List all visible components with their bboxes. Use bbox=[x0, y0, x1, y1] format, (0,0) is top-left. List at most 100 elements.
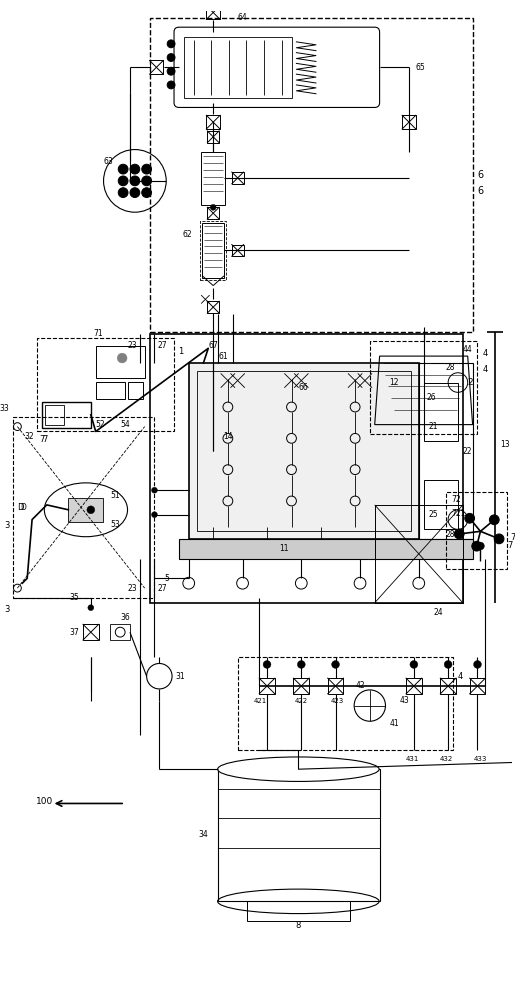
Text: 63: 63 bbox=[104, 157, 113, 166]
Circle shape bbox=[167, 54, 175, 61]
Circle shape bbox=[476, 542, 484, 550]
Text: 27: 27 bbox=[158, 584, 167, 593]
Bar bbox=[184, 37, 291, 98]
Text: 66: 66 bbox=[298, 383, 308, 392]
Circle shape bbox=[465, 513, 474, 523]
Circle shape bbox=[130, 188, 140, 198]
Circle shape bbox=[88, 605, 94, 611]
Text: 62: 62 bbox=[182, 230, 192, 239]
Circle shape bbox=[167, 81, 175, 89]
Text: 61: 61 bbox=[218, 352, 228, 361]
Circle shape bbox=[142, 164, 151, 174]
Bar bbox=[179, 539, 473, 559]
Bar bbox=[370, 341, 477, 434]
Text: 431: 431 bbox=[405, 756, 419, 762]
Text: 51: 51 bbox=[110, 491, 120, 500]
Text: 421: 421 bbox=[253, 698, 267, 704]
Bar bbox=[96, 382, 125, 399]
Text: 100: 100 bbox=[36, 797, 54, 806]
Ellipse shape bbox=[218, 757, 379, 781]
Text: 23: 23 bbox=[127, 341, 137, 350]
Text: 8: 8 bbox=[296, 921, 301, 930]
Bar bbox=[197, 371, 411, 531]
Circle shape bbox=[118, 188, 128, 198]
Text: 27: 27 bbox=[158, 341, 167, 350]
Bar bbox=[68, 498, 102, 522]
Text: 23: 23 bbox=[127, 584, 137, 593]
Bar bbox=[470, 678, 485, 694]
Text: 7: 7 bbox=[39, 435, 45, 444]
Text: 721: 721 bbox=[451, 509, 466, 518]
Text: 44: 44 bbox=[463, 345, 473, 354]
Text: 13: 13 bbox=[500, 440, 510, 449]
Circle shape bbox=[130, 176, 140, 186]
Bar bbox=[110, 624, 130, 640]
Bar bbox=[96, 346, 145, 378]
Text: 12: 12 bbox=[389, 378, 399, 387]
Circle shape bbox=[151, 487, 158, 493]
Text: 423: 423 bbox=[331, 698, 344, 704]
Text: 32: 32 bbox=[24, 432, 34, 441]
Text: 53: 53 bbox=[110, 520, 120, 529]
Text: 422: 422 bbox=[295, 698, 308, 704]
Text: 3: 3 bbox=[4, 521, 10, 530]
Circle shape bbox=[263, 661, 271, 668]
Text: 33: 33 bbox=[0, 404, 10, 413]
Text: 34: 34 bbox=[199, 830, 208, 839]
Circle shape bbox=[210, 204, 216, 210]
Text: 28: 28 bbox=[445, 530, 455, 539]
Text: 2: 2 bbox=[468, 378, 473, 387]
Bar bbox=[419, 363, 473, 539]
Circle shape bbox=[410, 661, 418, 668]
Bar bbox=[424, 383, 458, 441]
Circle shape bbox=[167, 67, 175, 75]
Text: 4: 4 bbox=[483, 349, 488, 358]
Bar bbox=[83, 624, 99, 640]
Text: 1: 1 bbox=[179, 347, 184, 356]
Text: 52: 52 bbox=[96, 420, 106, 429]
Text: 71: 71 bbox=[94, 329, 104, 338]
Text: 7: 7 bbox=[42, 435, 47, 444]
Text: 6: 6 bbox=[477, 186, 484, 196]
Text: 24: 24 bbox=[434, 608, 443, 617]
Text: 7: 7 bbox=[510, 533, 515, 542]
Bar bbox=[37, 338, 174, 431]
Circle shape bbox=[444, 661, 452, 668]
Text: 26: 26 bbox=[426, 393, 436, 402]
Text: 28: 28 bbox=[445, 363, 455, 372]
Text: D: D bbox=[21, 503, 26, 512]
Circle shape bbox=[472, 541, 482, 551]
Bar bbox=[440, 678, 456, 694]
Circle shape bbox=[118, 164, 128, 174]
Bar bbox=[208, 207, 219, 219]
Text: 4: 4 bbox=[458, 672, 463, 681]
Circle shape bbox=[142, 188, 151, 198]
Circle shape bbox=[489, 515, 499, 525]
Bar bbox=[12, 417, 154, 598]
Bar bbox=[200, 221, 226, 280]
Text: 14: 14 bbox=[223, 432, 233, 441]
Text: 43: 43 bbox=[399, 696, 409, 705]
Bar bbox=[237, 657, 453, 750]
Text: 31: 31 bbox=[175, 672, 185, 681]
Bar bbox=[446, 492, 507, 569]
Circle shape bbox=[297, 661, 305, 668]
Bar bbox=[207, 6, 220, 19]
Text: 37: 37 bbox=[70, 628, 79, 637]
Text: 67: 67 bbox=[208, 341, 218, 350]
Bar bbox=[232, 245, 244, 256]
Circle shape bbox=[130, 164, 140, 174]
Text: 72: 72 bbox=[451, 495, 461, 504]
Text: 42: 42 bbox=[355, 681, 365, 690]
Circle shape bbox=[494, 534, 504, 544]
Bar bbox=[201, 152, 225, 205]
Text: 35: 35 bbox=[70, 593, 79, 602]
Bar bbox=[424, 480, 458, 529]
Bar bbox=[208, 131, 219, 143]
Text: 433: 433 bbox=[474, 756, 487, 762]
Circle shape bbox=[474, 661, 482, 668]
Circle shape bbox=[118, 176, 128, 186]
Bar bbox=[202, 223, 224, 278]
Bar bbox=[128, 382, 143, 399]
Circle shape bbox=[454, 529, 464, 539]
